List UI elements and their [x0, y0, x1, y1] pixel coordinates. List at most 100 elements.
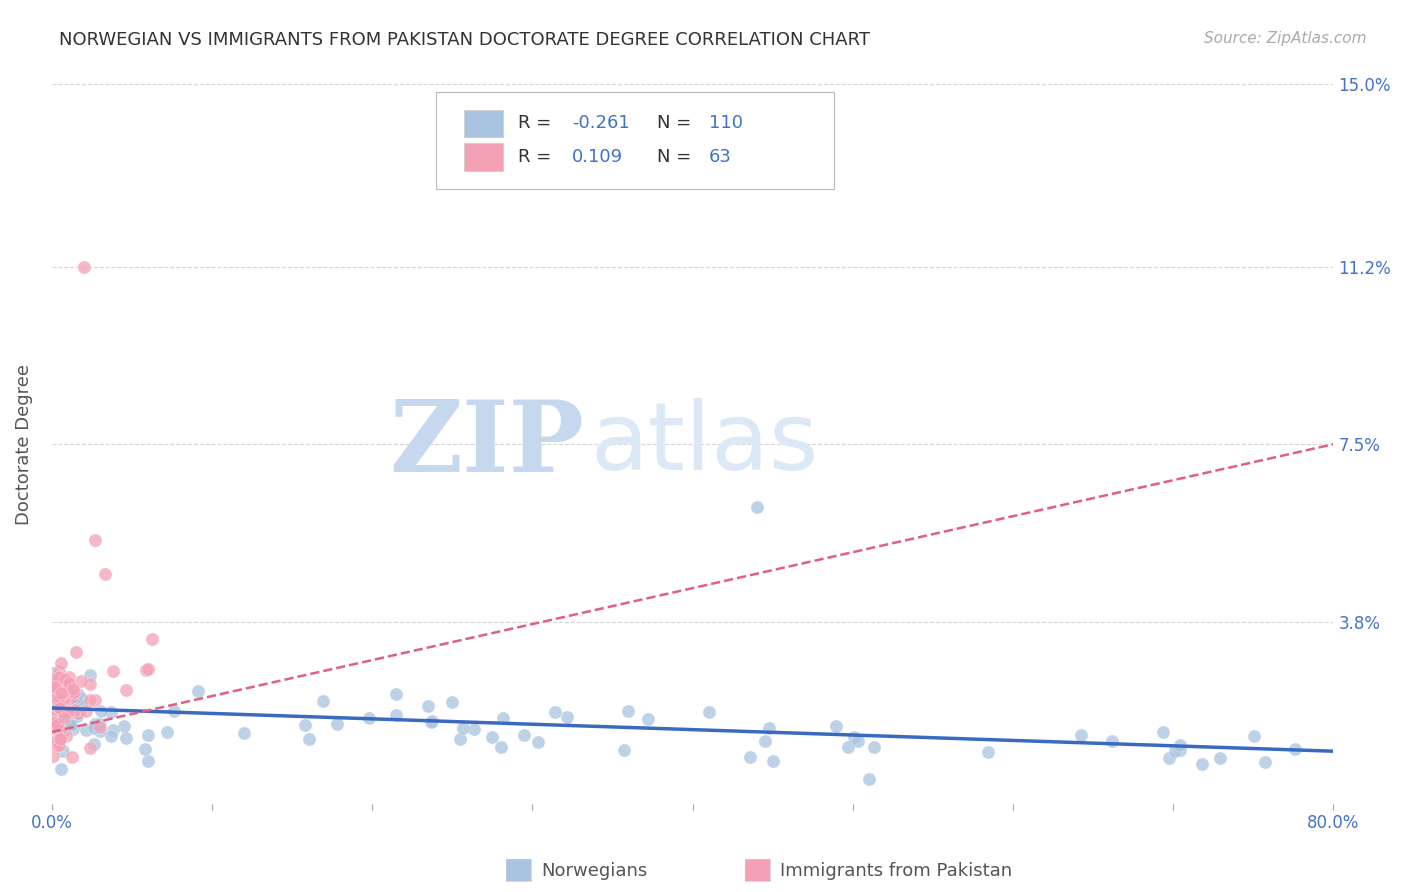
Point: [1101, 734, 1123, 748]
Point: [89, 719, 111, 733]
Point: [1168, 738, 1191, 752]
Point: [135, 663, 157, 677]
Point: [63, 694, 86, 708]
Point: [420, 715, 443, 730]
Point: [312, 693, 335, 707]
Point: [48, 685, 70, 699]
Point: [44, 680, 66, 694]
Point: [67, 706, 90, 720]
Point: [79, 692, 101, 706]
Point: [62, 682, 84, 697]
FancyBboxPatch shape: [436, 92, 834, 189]
Bar: [464, 110, 503, 137]
Point: [58, 670, 80, 684]
Point: [49, 689, 72, 703]
Point: [51, 718, 73, 732]
Point: [141, 632, 163, 647]
Point: [49, 732, 72, 747]
Text: ZIP: ZIP: [388, 396, 583, 492]
Text: -0.261: -0.261: [572, 114, 630, 132]
Point: [481, 731, 503, 745]
Point: [70, 673, 93, 688]
Point: [46, 684, 69, 698]
Point: [48, 669, 70, 683]
Point: [42, 672, 65, 686]
Point: [79, 677, 101, 691]
Point: [1243, 729, 1265, 743]
Point: [977, 745, 1000, 759]
Point: [52, 703, 75, 717]
Point: [90, 704, 112, 718]
Point: [52, 711, 75, 725]
Point: [45, 677, 67, 691]
Bar: [464, 144, 503, 170]
Point: [62, 723, 84, 737]
Point: [51, 686, 73, 700]
Point: [44, 691, 66, 706]
Text: N =: N =: [657, 148, 697, 166]
Point: [53, 672, 76, 686]
Point: [385, 708, 408, 723]
Point: [42, 697, 65, 711]
Point: [51, 723, 73, 738]
Point: [745, 500, 768, 514]
Point: [51, 730, 73, 744]
Point: [613, 743, 636, 757]
Point: [491, 711, 513, 725]
Point: [463, 722, 485, 736]
Point: [1253, 755, 1275, 769]
Point: [42, 749, 65, 764]
Point: [75, 723, 97, 737]
Point: [46, 732, 69, 747]
Text: Source: ZipAtlas.com: Source: ZipAtlas.com: [1204, 31, 1367, 46]
Point: [53, 696, 76, 710]
Point: [42, 722, 65, 736]
Point: [762, 754, 785, 768]
Point: [55, 722, 77, 736]
Text: N =: N =: [657, 114, 697, 132]
Point: [63, 703, 86, 717]
Point: [59, 718, 82, 732]
Point: [49, 701, 72, 715]
Point: [73, 260, 96, 274]
Point: [51, 656, 73, 670]
Point: [49, 704, 72, 718]
Point: [697, 706, 720, 720]
Text: 0.109: 0.109: [572, 148, 623, 166]
Point: [114, 731, 136, 745]
Point: [42, 704, 65, 718]
Point: [79, 740, 101, 755]
Point: [513, 728, 536, 742]
Point: [93, 566, 115, 581]
Point: [59, 718, 82, 732]
Point: [53, 684, 76, 698]
Point: [754, 733, 776, 747]
Point: [45, 739, 67, 753]
Point: [51, 704, 73, 718]
Point: [1284, 742, 1306, 756]
Point: [51, 762, 73, 776]
Point: [49, 731, 72, 745]
Point: [1191, 757, 1213, 772]
Point: [837, 740, 859, 755]
Point: [58, 676, 80, 690]
Point: [1164, 744, 1187, 758]
Point: [326, 717, 349, 731]
Point: [46, 700, 69, 714]
Point: [232, 726, 254, 740]
Point: [66, 709, 89, 723]
Point: [69, 699, 91, 714]
Point: [44, 697, 66, 711]
Point: [49, 686, 72, 700]
Point: [1153, 725, 1175, 739]
Point: [62, 694, 84, 708]
Point: [858, 772, 880, 786]
Point: [758, 721, 780, 735]
Point: [45, 677, 67, 691]
Point: [49, 698, 72, 713]
Point: [1168, 743, 1191, 757]
Point: [451, 721, 474, 735]
Point: [637, 712, 659, 726]
Point: [60, 749, 83, 764]
Text: R =: R =: [519, 114, 557, 132]
